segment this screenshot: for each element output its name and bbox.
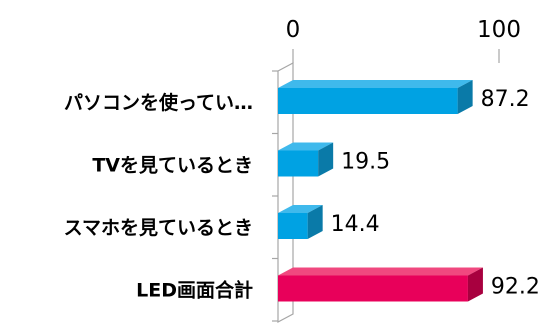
data-label: 19.5 — [341, 150, 390, 175]
data-labels: 87.2 19.5 14.4 92.2 — [331, 87, 538, 300]
category-label: LED画面合計 — [136, 279, 253, 302]
bar-side-face — [318, 142, 334, 177]
x-tick-label: 0 — [286, 17, 301, 43]
bar-front-face — [278, 88, 458, 114]
category-label: TVを見ているとき — [92, 155, 253, 177]
bar-front-face — [278, 213, 308, 239]
data-label: 14.4 — [331, 212, 380, 237]
bars — [278, 80, 483, 302]
bar-top-face — [278, 80, 473, 88]
bar — [278, 205, 323, 239]
category-label: パソコンを使ってい… — [64, 92, 253, 114]
data-label: 87.2 — [481, 87, 530, 112]
bar-top-face — [278, 267, 483, 276]
bar-top-face — [278, 205, 323, 213]
x-tick-label: 100 — [477, 17, 521, 43]
bar-front-face — [278, 150, 319, 177]
bar — [278, 142, 334, 177]
category-label: スマホを見ているとき — [64, 217, 253, 239]
bar — [278, 80, 473, 114]
bar-side-face — [467, 267, 483, 302]
data-label: 92.2 — [491, 275, 538, 300]
bar-top-face — [278, 142, 334, 151]
bar-front-face — [278, 275, 468, 302]
bar-side-face — [457, 80, 473, 114]
x-tick-labels: 0 100 — [286, 17, 521, 63]
bar-side-face — [307, 205, 323, 239]
bar — [278, 267, 483, 302]
